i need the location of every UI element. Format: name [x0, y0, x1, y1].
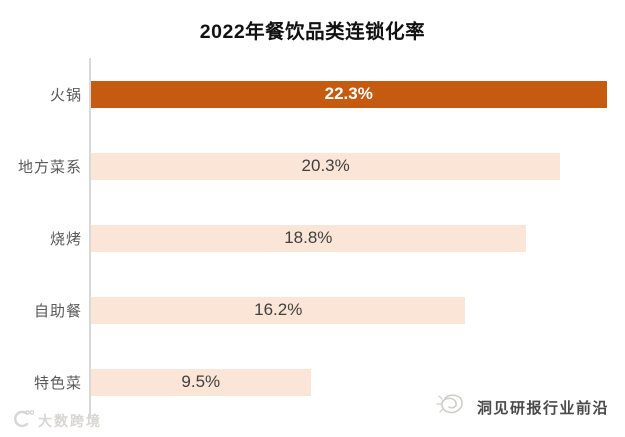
watermark-bottom-left: 大数跨境: [12, 409, 102, 432]
bar-chart: 火锅 地方菜系 烧烤 自助餐 特色菜 22.3% 20.3% 18.8% 16.…: [0, 58, 625, 418]
bar-bbq: 18.8%: [91, 224, 526, 252]
bar-buffet: 16.2%: [91, 296, 466, 324]
watermark-bottom-right: 洞见研报行业前沿: [435, 392, 609, 422]
plot-area: 22.3% 20.3% 18.8% 16.2% 9.5%: [89, 58, 625, 418]
bar-row: 16.2%: [91, 274, 625, 346]
watermark-right-text: 洞见研报行业前沿: [476, 399, 609, 417]
bar-row: 20.3%: [91, 130, 625, 202]
category-label: 特色菜: [33, 374, 82, 392]
bar-row: 18.8%: [91, 202, 625, 274]
category-label: 自助餐: [33, 302, 82, 320]
bar-specialty-dishes: 9.5%: [91, 368, 311, 396]
page-title: 2022年餐饮品类连锁化率: [199, 21, 426, 43]
category-label: 地方菜系: [17, 158, 82, 176]
category-label: 烧烤: [49, 230, 82, 248]
category-label: 火锅: [49, 86, 82, 104]
category-axis: 火锅 地方菜系 烧烤 自助餐 特色菜: [0, 58, 89, 418]
bar-hotpot: 22.3%: [91, 80, 607, 108]
bar-row: 22.3%: [91, 58, 625, 130]
dashu-kuajing-logo-icon: [12, 409, 35, 432]
bar-regional-cuisine: 20.3%: [91, 152, 561, 180]
watermark-left-text: 大数跨境: [38, 412, 102, 429]
scribble-doodle-logo-icon: [435, 392, 469, 422]
bar-row: 9.5%: [91, 346, 625, 418]
